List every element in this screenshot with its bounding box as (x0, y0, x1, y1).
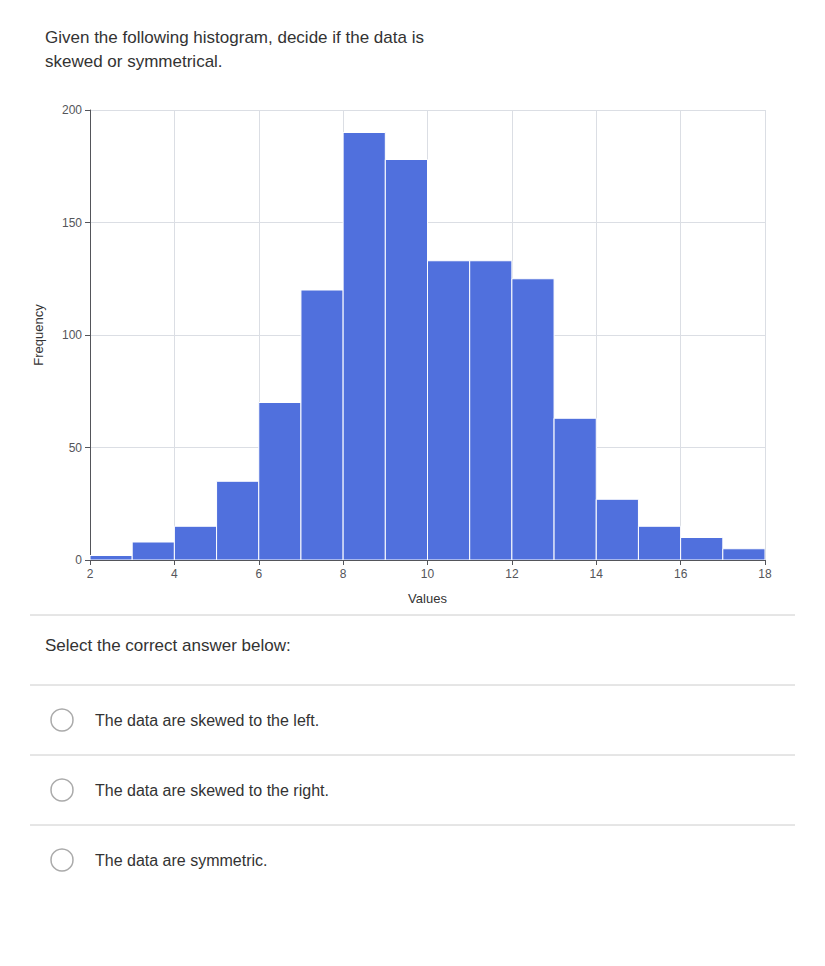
svg-text:4: 4 (171, 567, 178, 581)
svg-text:Select the correct answer belo: Select the correct answer below: (45, 636, 291, 655)
svg-text:50: 50 (69, 441, 83, 455)
svg-text:200: 200 (62, 103, 82, 117)
svg-text:Values: Values (408, 591, 447, 606)
svg-text:10: 10 (421, 567, 435, 581)
svg-text:Frequency: Frequency (31, 304, 46, 366)
svg-text:The data are symmetric.: The data are symmetric. (95, 852, 268, 869)
svg-text:150: 150 (62, 216, 82, 230)
svg-text:2: 2 (87, 567, 94, 581)
svg-text:8: 8 (340, 567, 347, 581)
svg-text:skewed or symmetrical.: skewed or symmetrical. (45, 52, 223, 71)
svg-text:Given the following histogram,: Given the following histogram, decide if… (45, 28, 424, 47)
svg-text:16: 16 (674, 567, 688, 581)
svg-text:6: 6 (255, 567, 262, 581)
svg-text:The data are skewed to the rig: The data are skewed to the right. (95, 782, 329, 799)
svg-text:18: 18 (758, 567, 772, 581)
svg-text:0: 0 (75, 553, 82, 567)
svg-text:14: 14 (590, 567, 604, 581)
svg-text:The data are skewed to the lef: The data are skewed to the left. (95, 712, 319, 729)
svg-text:12: 12 (505, 567, 519, 581)
svg-text:100: 100 (62, 328, 82, 342)
